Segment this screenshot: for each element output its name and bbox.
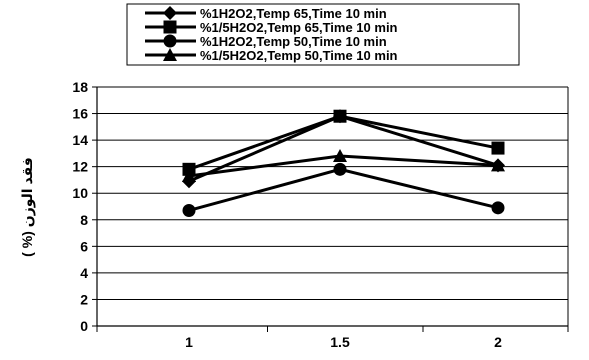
data-point-s2-2 bbox=[333, 109, 347, 123]
y-tick-label: 2 bbox=[80, 291, 88, 307]
y-tick-label: 8 bbox=[80, 212, 88, 228]
data-point-s2-3 bbox=[491, 141, 505, 155]
data-point-s3-3 bbox=[491, 201, 505, 215]
data-point-s3-1 bbox=[182, 203, 196, 217]
legend-label-4: %1/5H2O2,Temp 50,Time 10 min bbox=[200, 48, 398, 63]
legend-label-2: %1/5H2O2,Temp 65,Time 10 min bbox=[200, 20, 398, 35]
data-point-s4-1 bbox=[182, 168, 196, 182]
y-tick-label: 6 bbox=[80, 238, 88, 254]
y-tick-label: 10 bbox=[72, 185, 88, 201]
y-tick-label: 0 bbox=[80, 318, 88, 334]
y-tick-label: 14 bbox=[72, 132, 88, 148]
y-tick-label: 16 bbox=[72, 106, 88, 122]
data-point-s4-2 bbox=[333, 149, 347, 163]
legend-marker-4 bbox=[163, 48, 177, 61]
data-point-s4-3 bbox=[491, 158, 505, 172]
legend-marker-3 bbox=[163, 34, 177, 48]
legend-marker-1 bbox=[163, 6, 177, 20]
legend-label-3: %1H2O2,Temp 50,Time 10 min bbox=[200, 34, 387, 49]
data-point-s3-2 bbox=[333, 162, 347, 176]
plot-area: 0 2 4 6 8 10 12 14 16 18 1 1.5 2 bbox=[72, 79, 569, 350]
x-tick-label: 1.5 bbox=[330, 334, 350, 350]
x-tick-label: 2 bbox=[494, 334, 502, 350]
x-tick-label: 1 bbox=[185, 334, 193, 350]
legend-marker-2 bbox=[163, 20, 177, 34]
y-tick-label: 4 bbox=[80, 265, 88, 281]
y-axis-label: ( %) فقد الوزن bbox=[19, 157, 36, 257]
legend: %1H2O2,Temp 65,Time 10 min%1/5H2O2,Temp … bbox=[126, 3, 520, 66]
y-tick-label: 18 bbox=[72, 79, 88, 95]
y-tick-label: 12 bbox=[72, 159, 88, 175]
legend-label-1: %1H2O2,Temp 65,Time 10 min bbox=[200, 6, 387, 21]
